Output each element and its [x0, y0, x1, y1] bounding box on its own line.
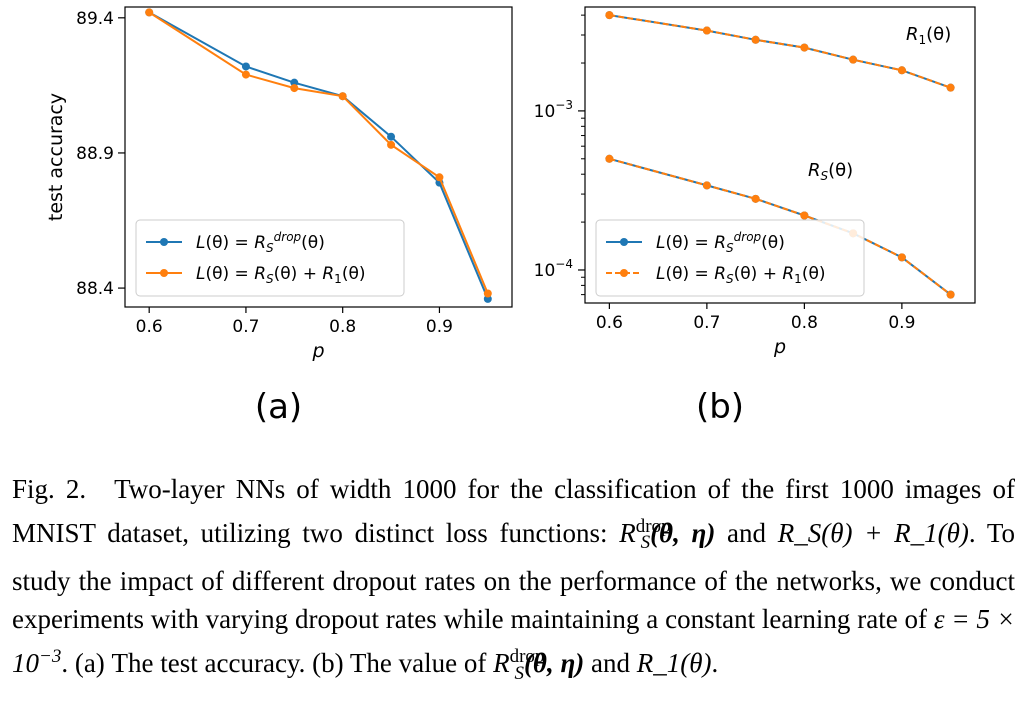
- caption-math-rdrop-2: RdropS(θ, η): [493, 646, 585, 684]
- x-axis-label: p: [773, 336, 786, 358]
- y-tick-label: 88.4: [76, 279, 114, 299]
- data-point: [338, 92, 347, 101]
- data-point: [702, 181, 711, 190]
- data-point: [751, 194, 760, 203]
- series-line-0: [609, 14, 951, 89]
- caption-text-5: and: [584, 648, 637, 679]
- x-tick-label: 0.8: [329, 317, 356, 337]
- caption-math-rdrop-1: RdropS(θ, η): [619, 516, 716, 554]
- data-point: [387, 140, 396, 149]
- data-point: [241, 62, 250, 71]
- panel-label-a: (a): [255, 387, 302, 427]
- x-tick-label: 0.6: [136, 317, 163, 337]
- series-line-2: [609, 14, 951, 89]
- axes-frame: [124, 6, 513, 308]
- data-point: [946, 290, 955, 299]
- legend-marker-0: [160, 238, 168, 246]
- caption-math-r1: R_1(θ): [636, 648, 712, 679]
- x-tick-label: 0.7: [232, 317, 259, 337]
- legend-label-0: L(θ) = RSdrop(θ): [656, 230, 785, 255]
- legend-frame: [595, 219, 865, 297]
- axes-frame: [584, 6, 976, 304]
- x-tick-label: 0.7: [693, 313, 720, 333]
- caption-text-4: . (a) The test accuracy. (b) The value o…: [61, 648, 494, 679]
- data-point: [897, 253, 906, 262]
- legend-label-1: L(θ) = RS(θ) + R1(θ): [196, 264, 365, 286]
- y-tick-label: 88.9: [76, 144, 114, 164]
- y-axis-label: test accuracy: [45, 93, 67, 221]
- caption-math-rs-r1: R_S(θ) + R_1(θ): [777, 518, 969, 548]
- data-point: [145, 8, 154, 17]
- legend-marker-1: [620, 269, 628, 277]
- figure-caption: Fig. 2. Two-layer NNs of width 1000 for t…: [12, 470, 1015, 693]
- data-point: [702, 26, 711, 35]
- data-point: [241, 70, 250, 79]
- x-tick-label: 0.8: [791, 313, 818, 333]
- x-tick-label: 0.9: [888, 313, 915, 333]
- x-axis-label: p: [311, 340, 324, 362]
- data-point: [605, 11, 614, 20]
- y-tick-label: 89.4: [76, 9, 114, 29]
- data-point: [290, 84, 299, 93]
- data-point: [483, 289, 492, 298]
- legend-frame: [135, 219, 405, 297]
- caption-label: Fig. 2.: [12, 474, 87, 504]
- x-tick-label: 0.6: [596, 313, 623, 333]
- legend-marker-1: [160, 269, 168, 277]
- x-tick-label: 0.9: [426, 317, 453, 337]
- y-tick-label: 10−4: [534, 257, 573, 281]
- data-point: [751, 35, 760, 44]
- legend: L(θ) = RSdrop(θ) L(θ) = RS(θ) + R1(θ): [135, 219, 405, 297]
- data-point: [800, 43, 809, 52]
- data-point: [897, 66, 906, 75]
- chart-panel-a: 0.6 0.7 0.8 0.9 p 88.4 88.9 89.4 test accuracy L(…: [45, 6, 513, 362]
- legend-label-0: L(θ) = RSdrop(θ): [196, 230, 325, 255]
- data-point: [387, 132, 396, 141]
- data-point: [946, 83, 955, 92]
- caption-text-3: . To study the impact of different dropo…: [12, 518, 1015, 635]
- legend: L(θ) = RSdrop(θ) L(θ) = RS(θ) + R1(θ): [595, 219, 865, 297]
- annotation-r1: R1(θ): [906, 24, 951, 47]
- figure: 0.6 0.7 0.8 0.9 p 88.4 88.9 89.4 test accuracy L(…: [45, 6, 976, 427]
- caption-text-1: Two-layer NNs of width 1000 for the clas…: [12, 474, 1015, 548]
- annotation-rs: RS(θ): [808, 160, 853, 183]
- caption-text-2: and: [715, 518, 778, 548]
- legend-label-1: L(θ) = RS(θ) + R1(θ): [656, 264, 825, 286]
- legend-marker-0: [620, 238, 628, 246]
- panel-label-b: (b): [696, 387, 744, 427]
- data-point: [800, 211, 809, 220]
- y-tick-label: 10−3: [534, 98, 573, 122]
- caption-math-eps: ε = 5 × 10−3: [12, 604, 1015, 679]
- data-point: [849, 55, 858, 64]
- data-point: [605, 154, 614, 163]
- data-point: [435, 173, 444, 182]
- caption-text-6: .: [711, 648, 719, 679]
